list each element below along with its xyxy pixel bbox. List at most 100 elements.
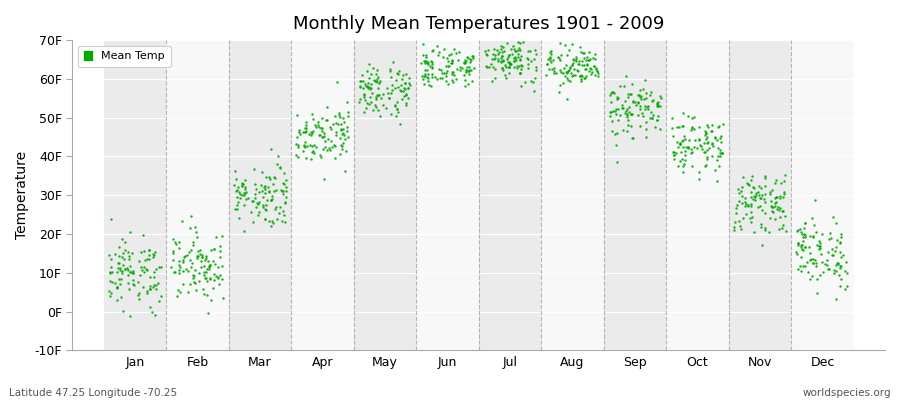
Point [485,56,500,62]
Point [650,101,664,107]
Point [479,63,493,69]
Point [274,188,289,194]
Point [543,48,557,55]
Point [814,231,829,237]
Point [709,157,724,164]
Point [278,194,293,200]
Point [367,102,382,108]
Point [488,66,502,72]
Point [638,102,652,109]
Point [116,250,130,256]
Point [561,75,575,81]
Point [501,59,516,66]
Point [512,45,526,52]
Point [241,195,256,202]
Point [304,111,319,118]
Point [539,72,554,78]
Point [524,58,538,64]
Point [356,92,371,98]
Point [645,98,660,105]
Point [312,124,327,130]
Point [667,152,681,158]
Point [502,59,517,66]
Point [188,266,202,273]
Point [580,66,594,72]
Point [692,137,706,144]
Point [359,83,374,90]
Point [776,222,790,228]
Point [540,60,554,67]
Point [562,67,576,74]
Point [328,155,342,161]
Point [685,124,699,130]
Point [254,182,268,188]
Point [507,55,521,62]
Point [634,96,648,102]
Point [745,214,760,220]
Point [587,63,601,70]
Point [487,46,501,52]
Point [587,63,601,69]
Point [105,279,120,286]
Point [502,60,517,66]
Point [775,225,789,232]
Point [796,237,811,244]
Point [551,54,565,60]
Point [394,95,409,102]
Point [768,199,782,206]
Point [466,53,481,60]
Point [166,268,181,275]
Point [291,154,305,160]
Point [260,196,274,203]
Point [361,80,375,86]
Point [395,72,410,78]
Point [438,70,453,77]
Point [435,70,449,76]
Point [102,288,116,294]
Point [238,190,253,196]
Point [508,48,523,54]
Point [716,121,730,127]
Point [713,150,727,156]
Point [440,58,454,64]
Point [825,214,840,221]
Point [828,248,842,254]
Point [621,91,635,97]
Point [231,184,246,190]
Point [728,219,742,225]
Point [445,57,459,64]
Point [646,112,661,118]
Point [370,91,384,98]
Point [322,147,337,153]
Point [579,57,593,64]
Point [398,79,412,86]
Point [452,49,466,55]
Point [460,64,474,70]
Point [388,103,402,109]
Point [147,269,161,275]
Point [172,245,186,251]
Point [200,292,214,298]
Point [187,280,202,287]
Point [831,260,845,266]
Point [808,257,823,264]
Point [371,107,385,113]
Point [590,64,604,71]
Point [676,123,690,129]
Point [103,293,117,300]
Point [838,268,852,274]
Bar [229,40,292,350]
Point [737,198,751,205]
Point [439,73,454,80]
Point [544,48,558,54]
Point [213,271,228,278]
Point [184,264,199,270]
Point [176,268,190,274]
Point [615,102,629,108]
Point [140,266,154,273]
Point [632,91,646,98]
Point [416,76,430,82]
Point [381,89,395,96]
Point [685,114,699,121]
Point [216,295,230,301]
